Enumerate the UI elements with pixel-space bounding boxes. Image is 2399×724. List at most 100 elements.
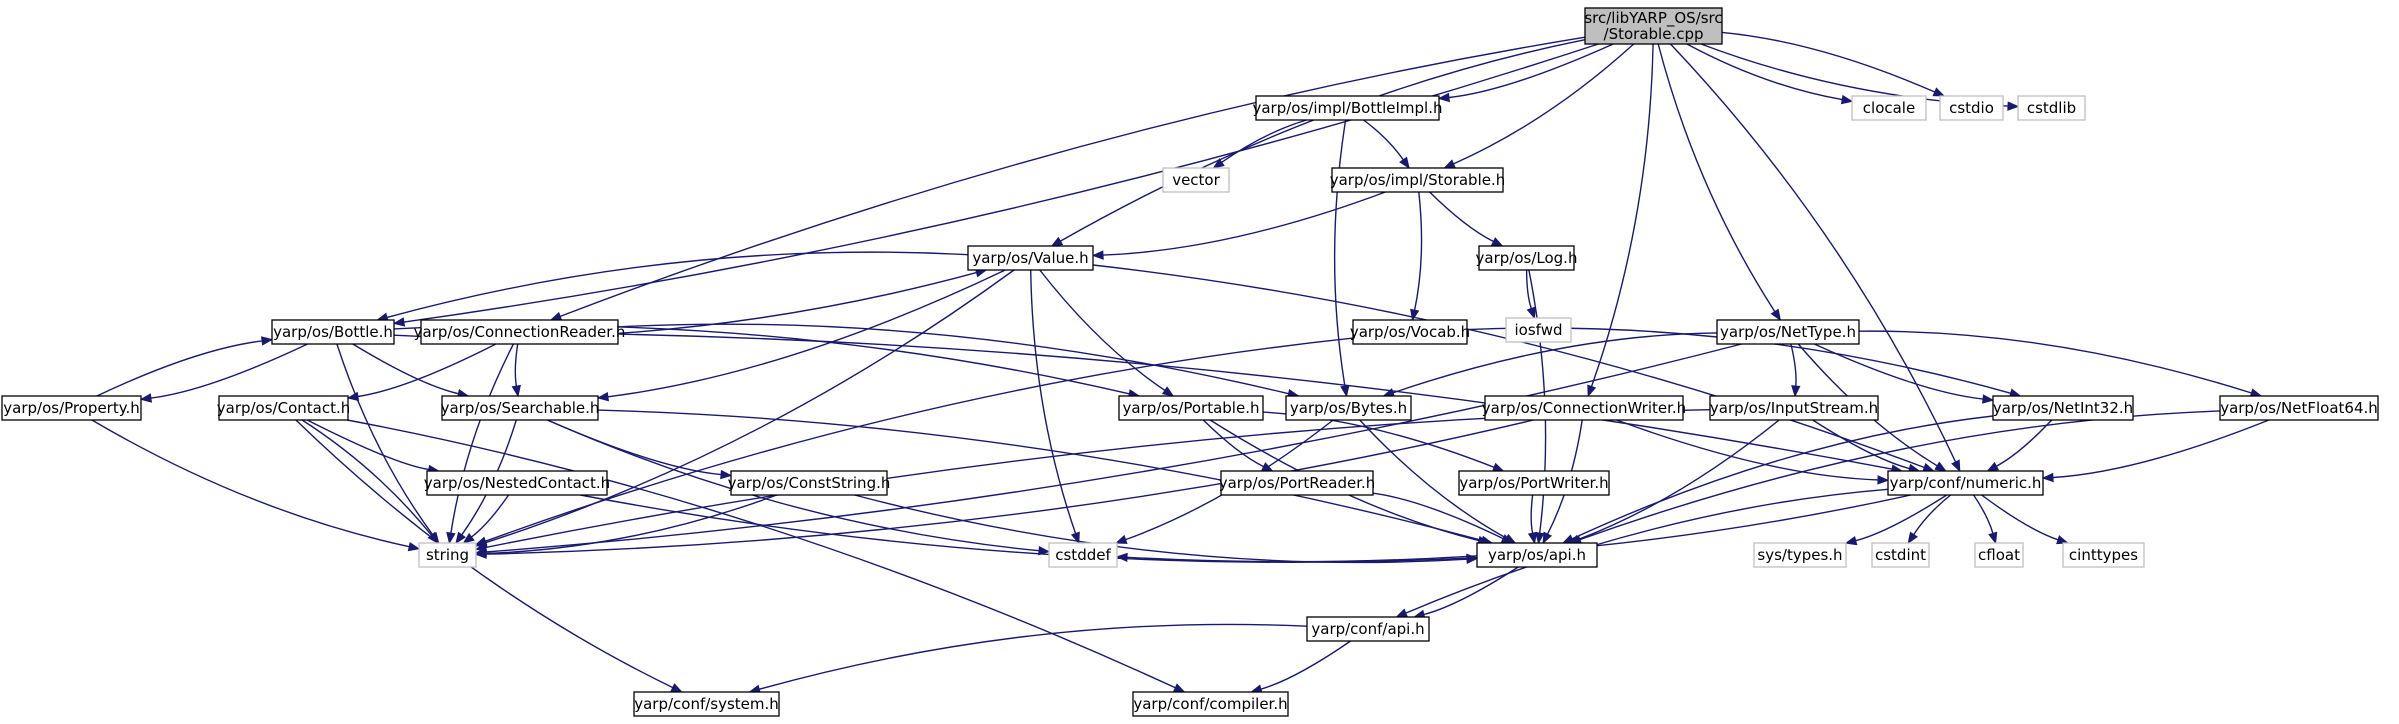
edge-storable-cpp-to-connwriter xyxy=(1587,43,1654,398)
node-value[interactable]: yarp/os/Value.h xyxy=(967,245,1094,271)
node-box xyxy=(1851,95,1927,121)
node-bottle[interactable]: yarp/os/Bottle.h xyxy=(271,319,395,345)
node-portable[interactable]: yarp/os/Portable.h xyxy=(1118,395,1264,421)
node-property[interactable]: yarp/os/Property.h xyxy=(1,395,142,421)
edge-storable-cpp-to-clocale xyxy=(1686,43,1854,105)
node-inputstream[interactable]: yarp/os/InputStream.h xyxy=(1709,395,1879,421)
edge-portable-to-portwriter xyxy=(1262,411,1505,472)
node-numeric[interactable]: yarp/conf/numeric.h xyxy=(1887,470,2044,496)
node-box xyxy=(218,395,349,421)
edge-portable-to-portreader xyxy=(1202,419,1274,472)
node-label: yarp/os/Vocab.h xyxy=(1350,323,1470,341)
edge-line xyxy=(1577,419,1780,541)
node-box xyxy=(1753,542,1847,568)
node-box xyxy=(1716,319,1860,345)
arrowhead xyxy=(1038,546,1051,556)
edge-line xyxy=(485,419,1534,555)
edge-line xyxy=(1429,191,1494,243)
node-label: clocale xyxy=(1863,99,1915,117)
arrowhead xyxy=(474,536,488,546)
node-label: cstddef xyxy=(1055,546,1111,564)
node-storable-cpp[interactable]: src/libYARP_OS/src/Storable.cpp xyxy=(1584,7,1723,45)
node-conf-api[interactable]: yarp/conf/api.h xyxy=(1306,616,1430,642)
node-compiler[interactable]: yarp/conf/compiler.h xyxy=(1132,691,1289,717)
edge-numeric-to-cstdint xyxy=(1907,494,1952,545)
arrowhead xyxy=(720,469,733,480)
node-system[interactable]: yarp/conf/system.h xyxy=(633,691,780,717)
arrowhead xyxy=(407,541,421,552)
node-box xyxy=(1709,395,1879,421)
edge-portwriter-to-os-api xyxy=(1527,494,1538,545)
node-netfloat64[interactable]: yarp/os/NetFloat64.h xyxy=(2219,395,2379,421)
edge-line xyxy=(1202,419,1264,468)
arrowhead xyxy=(474,548,487,559)
edge-storable-cpp-to-cstdio xyxy=(1721,31,1946,97)
edge-line xyxy=(1392,332,1718,394)
node-nestedcontact[interactable]: yarp/os/NestedContact.h xyxy=(424,470,610,496)
node-netint32[interactable]: yarp/os/NetInt32.h xyxy=(1992,395,2134,421)
edge-connreader-to-string xyxy=(446,343,515,545)
arrowhead xyxy=(1791,385,1801,398)
node-label: yarp/os/impl/BottleImpl.h xyxy=(1252,99,1442,117)
node-impl-storable[interactable]: yarp/os/impl/Storable.h xyxy=(1330,167,1506,193)
node-searchable[interactable]: yarp/os/Searchable.h xyxy=(441,395,600,421)
edge-searchable-to-cstddef xyxy=(547,419,1051,556)
node-box xyxy=(633,691,780,717)
edge-nettype-to-inputstream xyxy=(1790,343,1801,398)
arrowhead xyxy=(1840,94,1854,105)
node-box xyxy=(1887,470,2044,496)
node-portwriter[interactable]: yarp/os/PortWriter.h xyxy=(1458,470,1610,496)
edge-line xyxy=(854,494,1468,564)
arrowhead xyxy=(1907,531,1918,545)
edge-line xyxy=(1260,640,1351,690)
edge-line xyxy=(485,343,1742,553)
edge-storable-cpp-to-numeric xyxy=(1669,43,1961,473)
edge-line xyxy=(617,333,1893,470)
node-label: yarp/os/Property.h xyxy=(3,399,139,417)
edge-line xyxy=(1413,191,1423,311)
arrowhead xyxy=(462,532,475,544)
arrowhead xyxy=(1587,384,1597,398)
node-vocab[interactable]: yarp/os/Vocab.h xyxy=(1350,319,1470,345)
edge-line xyxy=(352,343,459,395)
arrowhead xyxy=(1770,308,1782,322)
edge-line xyxy=(1030,269,1077,534)
arrowhead xyxy=(1443,159,1456,169)
edge-line xyxy=(1790,343,1797,387)
node-box xyxy=(1352,319,1468,345)
node-os-api[interactable]: yarp/os/api.h xyxy=(1476,542,1598,568)
edge-line xyxy=(346,419,1176,689)
node-connwriter[interactable]: yarp/os/ConnectionWriter.h xyxy=(1482,395,1686,421)
edge-line xyxy=(306,419,429,471)
node-clocale: clocale xyxy=(1851,95,1927,121)
edge-line xyxy=(1571,415,1994,540)
arrowhead xyxy=(1466,554,1479,564)
edge-line xyxy=(357,343,497,398)
node-iosfwd: iosfwd xyxy=(1505,317,1572,343)
node-contact[interactable]: yarp/os/Contact.h xyxy=(217,395,351,421)
edge-connreader-to-searchable xyxy=(511,343,521,398)
node-bottleimpl[interactable]: yarp/os/impl/BottleImpl.h xyxy=(1252,95,1443,121)
node-box xyxy=(1974,542,2024,568)
edge-bottleimpl-to-vector xyxy=(1212,119,1307,169)
edge-line xyxy=(1981,494,2059,541)
arrowhead xyxy=(511,384,521,398)
node-portreader[interactable]: yarp/os/PortReader.h xyxy=(1219,470,1376,496)
arrowhead xyxy=(474,542,488,552)
edge-conststring-to-string xyxy=(474,494,777,559)
node-label: yarp/os/InputStream.h xyxy=(1710,399,1878,417)
edge-line xyxy=(336,343,434,536)
node-log[interactable]: yarp/os/Log.h xyxy=(1476,245,1578,271)
node-label: /Storable.cpp xyxy=(1604,25,1704,43)
node-bytes[interactable]: yarp/os/Bytes.h xyxy=(1285,395,1412,421)
arrowhead xyxy=(2056,535,2069,545)
node-conststring[interactable]: yarp/os/ConstString.h xyxy=(728,470,891,496)
node-connreader[interactable]: yarp/os/ConnectionReader.h xyxy=(414,319,626,345)
edge-conf-api-to-compiler xyxy=(1250,640,1351,694)
edge-contact-to-string xyxy=(301,419,439,545)
edge-vocab-to-string xyxy=(474,337,1354,546)
node-label: cstdio xyxy=(1949,99,1994,117)
node-box xyxy=(2062,542,2145,568)
node-nettype[interactable]: yarp/os/NetType.h xyxy=(1716,319,1860,345)
edge-bottle-to-searchable xyxy=(352,343,470,399)
